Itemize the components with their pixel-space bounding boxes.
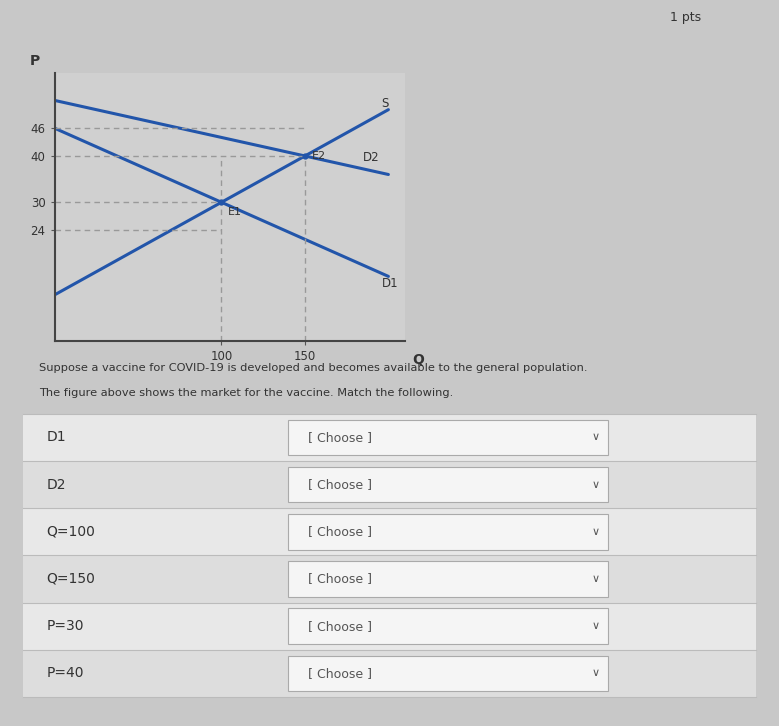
Text: E1: E1 [228,207,242,217]
Text: P: P [30,54,40,68]
Text: P=30: P=30 [47,619,84,633]
Text: E2: E2 [312,151,326,161]
Text: ∨: ∨ [592,480,600,489]
Text: [ Choose ]: [ Choose ] [308,667,372,680]
Text: ∨: ∨ [592,574,600,584]
Text: D2: D2 [47,478,66,492]
Text: [ Choose ]: [ Choose ] [308,526,372,538]
Text: [ Choose ]: [ Choose ] [308,573,372,585]
Text: 1 pts: 1 pts [670,11,701,24]
Text: ∨: ∨ [592,527,600,537]
Text: The figure above shows the market for the vaccine. Match the following.: The figure above shows the market for th… [39,388,453,399]
Text: [ Choose ]: [ Choose ] [308,431,372,444]
Text: S: S [382,97,389,110]
Text: ∨: ∨ [592,621,600,631]
Text: ∨: ∨ [592,433,600,442]
Text: Q: Q [413,353,425,367]
Text: Q=100: Q=100 [47,525,96,539]
Text: [ Choose ]: [ Choose ] [308,478,372,491]
Text: D1: D1 [47,431,66,444]
Text: D1: D1 [382,277,398,290]
Text: Q=150: Q=150 [47,572,96,586]
Text: ∨: ∨ [592,669,600,678]
Text: D2: D2 [363,151,380,164]
Text: [ Choose ]: [ Choose ] [308,620,372,632]
Text: Suppose a vaccine for COVID-19 is developed and becomes available to the general: Suppose a vaccine for COVID-19 is develo… [39,363,587,373]
Text: P=40: P=40 [47,666,84,680]
